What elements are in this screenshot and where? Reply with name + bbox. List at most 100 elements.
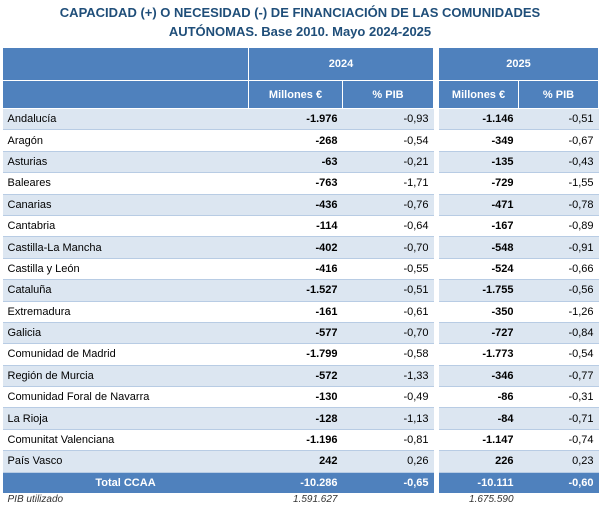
footer-cell xyxy=(343,493,434,507)
pib-cell: -0,54 xyxy=(342,129,434,152)
millions-cell: -416 xyxy=(248,258,343,281)
pib-cell: -0,58 xyxy=(342,343,434,366)
footer-cell xyxy=(519,493,599,507)
data-row: Castilla-La Mancha -402 -0,70 -548 -0,91 xyxy=(2,236,599,259)
title-block: CAPACIDAD (+) O NECESIDAD (-) DE FINANCI… xyxy=(0,0,600,47)
footer-value: 1.591.627 xyxy=(293,494,338,506)
millions-cell: -128 xyxy=(248,407,343,430)
data-row: Baleares -763 -1,71 -729 -1,55 xyxy=(2,172,599,195)
footer-row: PIB utilizado 1.591.627 1.675.590 xyxy=(3,493,599,507)
data-row: Comunitat Valenciana -1.196 -0,81 -1.147 -0,… xyxy=(2,429,599,452)
region-name: Comunidad de Madrid xyxy=(2,343,249,366)
millions-cell: -572 xyxy=(248,365,343,388)
footer-value: 1.675.590 xyxy=(469,494,514,506)
region-name: Canarias xyxy=(2,194,249,216)
region-name: Comunitat Valenciana xyxy=(2,429,249,452)
millions-cell: -268 xyxy=(248,129,343,152)
region-name: Galicia xyxy=(2,322,249,345)
pib-cell: -0,51 xyxy=(518,108,599,131)
total-label: Total CCAA xyxy=(2,472,249,493)
data-row: Aragón -268 -0,54 -349 -0,67 xyxy=(2,129,599,152)
region-name: Asturias xyxy=(2,151,249,174)
millions-cell: 242 xyxy=(248,450,343,473)
pib-cell: -0,70 xyxy=(342,236,434,259)
pib-cell: -0,64 xyxy=(342,215,434,238)
column-header: Millones € xyxy=(248,80,343,109)
pib-cell: -0,76 xyxy=(342,194,434,216)
pib-cell: -1,55 xyxy=(518,172,599,195)
region-name: País Vasco xyxy=(2,450,249,473)
year-header: 2025 xyxy=(438,47,600,81)
pib-cell: -0,21 xyxy=(342,151,434,174)
gap xyxy=(433,129,439,152)
data-row: Canarias -436 -0,76 -471 -0,78 xyxy=(2,194,599,216)
pib-cell: -0,43 xyxy=(518,151,599,174)
pib-cell: -0,67 xyxy=(518,129,599,152)
column-header: Millones € xyxy=(438,80,520,109)
pib-cell: -0,84 xyxy=(518,322,599,345)
millions-cell: -1.527 xyxy=(248,279,343,302)
gap xyxy=(433,172,439,195)
millions-cell: -114 xyxy=(248,215,343,238)
header-cell xyxy=(2,47,249,81)
gap xyxy=(433,47,439,81)
millions-cell: -548 xyxy=(438,236,519,259)
gap xyxy=(433,236,439,259)
header-row: Millones €% PIB Millones €% PIB xyxy=(2,80,600,109)
pib-cell: -0,71 xyxy=(518,407,599,430)
pib-cell: -0,56 xyxy=(518,279,599,302)
gap xyxy=(433,429,439,451)
pib-cell: -0,74 xyxy=(518,429,599,452)
gap xyxy=(433,301,439,323)
pib-cell: -0,77 xyxy=(518,365,599,388)
pib-cell: -1,71 xyxy=(342,172,434,195)
table: 2024 2025 Millones €% PIB Millones €% PIB An… xyxy=(2,47,600,507)
pib-cell: -0,61 xyxy=(342,301,434,323)
region-name: Baleares xyxy=(2,172,249,195)
gap xyxy=(433,386,439,408)
data-row: Galicia -577 -0,70 -727 -0,84 xyxy=(2,322,599,345)
year-header: 2024 xyxy=(247,47,435,81)
data-row: Asturias -63 -0,21 -135 -0,43 xyxy=(2,151,599,174)
pib-cell: -0,66 xyxy=(518,258,599,281)
millions-cell: -1.976 xyxy=(248,108,343,131)
pib-cell: -1,26 xyxy=(518,301,599,323)
total-cell: -0,65 xyxy=(342,472,434,493)
header-cell xyxy=(2,80,249,109)
pib-cell: -0,78 xyxy=(518,194,599,216)
pib-cell: -0,31 xyxy=(518,386,599,409)
millions-cell: -350 xyxy=(438,301,519,323)
millions-cell: 226 xyxy=(438,450,519,473)
millions-cell: -349 xyxy=(438,129,519,152)
millions-cell: -1.196 xyxy=(248,429,343,452)
region-name: Andalucía xyxy=(2,108,249,131)
data-row: La Rioja -128 -1,13 -84 -0,71 xyxy=(2,407,599,430)
millions-cell: -524 xyxy=(438,258,519,281)
total-cell: -10.286 xyxy=(248,472,343,493)
region-name: Aragón xyxy=(2,129,249,152)
title-line: CAPACIDAD (+) O NECESIDAD (-) DE FINANCI… xyxy=(59,5,541,20)
region-name: Comunidad Foral de Navarra xyxy=(2,386,249,409)
region-name: Extremadura xyxy=(2,301,249,323)
region-name: Cataluña xyxy=(2,279,249,302)
pib-cell: -0,89 xyxy=(518,215,599,238)
total-cell: -10.111 xyxy=(438,472,519,493)
millions-cell: -1.146 xyxy=(438,108,519,131)
pib-cell: -0,49 xyxy=(342,386,434,409)
data-row: Andalucía -1.976 -0,93 -1.146 -0,51 xyxy=(2,108,599,131)
column-header: % PIB xyxy=(341,80,435,109)
millions-cell: -729 xyxy=(438,172,519,195)
region-name: Castilla-La Mancha xyxy=(2,236,249,259)
pib-cell: -0,93 xyxy=(342,108,434,131)
data-row: Cataluña -1.527 -0,51 -1.755 -0,56 xyxy=(2,279,599,302)
millions-cell: -63 xyxy=(248,151,343,174)
millions-cell: -86 xyxy=(438,386,519,409)
region-name: Castilla y León xyxy=(2,258,249,281)
gap xyxy=(433,322,439,344)
millions-cell: -577 xyxy=(248,322,343,345)
gap xyxy=(433,343,439,366)
pib-cell: -0,54 xyxy=(518,343,599,366)
pib-cell: -1,33 xyxy=(342,365,434,388)
millions-cell: -471 xyxy=(438,194,519,216)
